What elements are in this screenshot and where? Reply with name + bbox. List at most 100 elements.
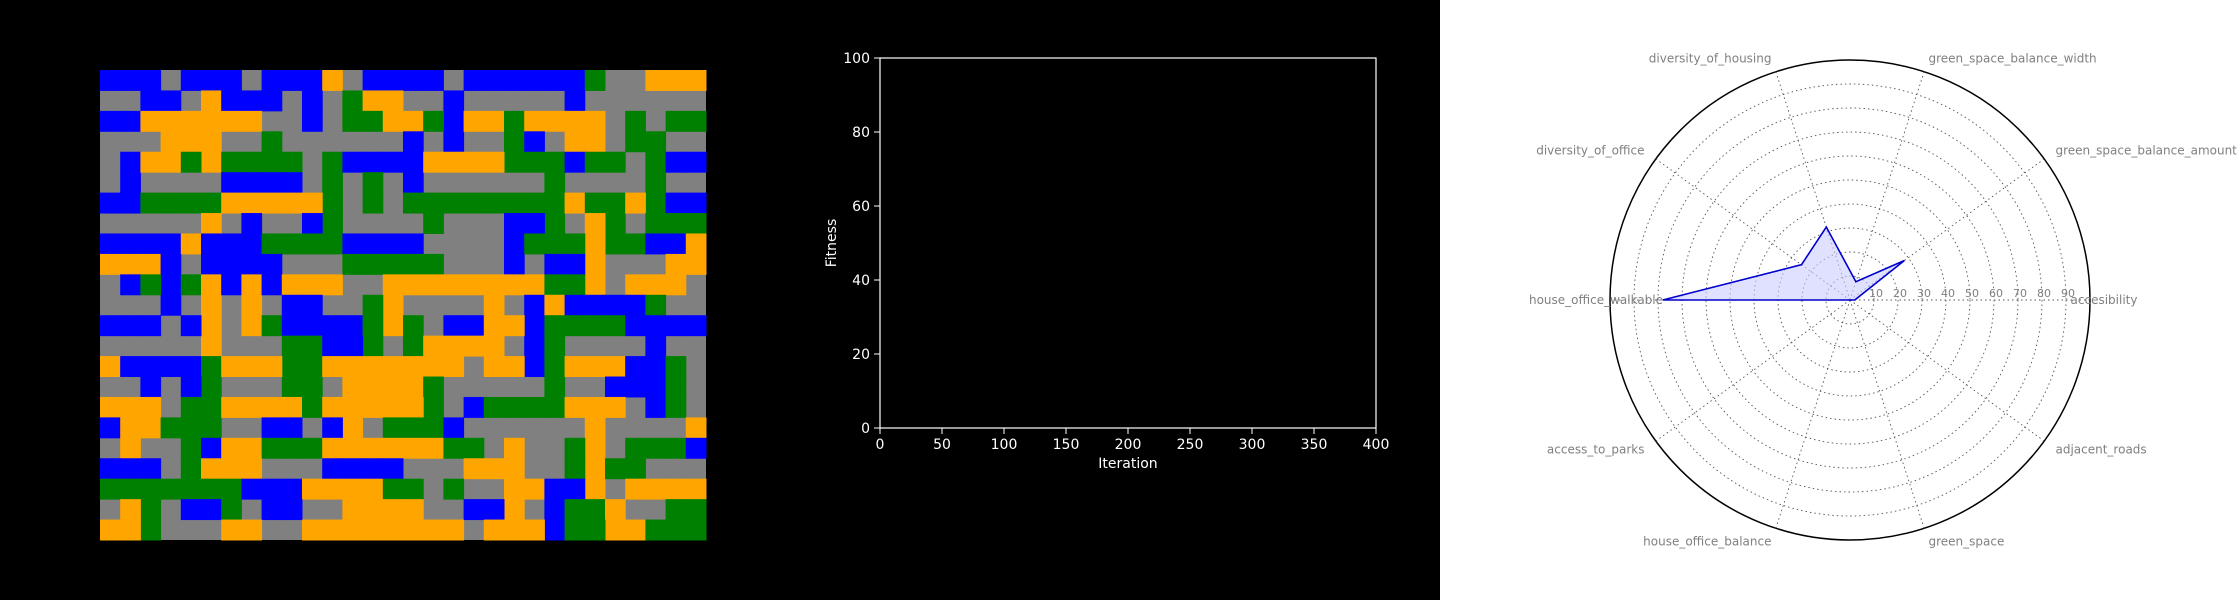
radar-r-tick-label: 60 xyxy=(1989,287,2003,300)
map-cell xyxy=(524,233,545,255)
map-cell xyxy=(382,458,404,480)
map-cell xyxy=(564,110,586,132)
map-cell xyxy=(645,376,667,398)
x-tick-label: 150 xyxy=(1053,437,1080,453)
map-cell xyxy=(261,90,283,112)
map-cell xyxy=(584,253,606,275)
map-cell xyxy=(584,294,606,316)
map-cell xyxy=(665,253,687,275)
map-cell xyxy=(302,519,323,541)
map-cell xyxy=(281,376,303,398)
map-cell xyxy=(443,110,465,132)
map-cell xyxy=(362,70,384,91)
map-cell xyxy=(544,110,566,132)
map-cell xyxy=(322,356,343,378)
map-cell xyxy=(362,90,384,112)
map-cell xyxy=(362,458,384,480)
map-cell xyxy=(524,478,545,500)
map-cell xyxy=(382,519,404,541)
map-cell xyxy=(403,335,424,357)
map-cell xyxy=(625,437,646,459)
map-cell xyxy=(140,396,162,418)
y-tick-label: 0 xyxy=(861,421,870,437)
radar-r-tick-label: 20 xyxy=(1893,287,1907,300)
map-cell xyxy=(665,213,687,234)
map-cell xyxy=(201,131,222,153)
map-cell xyxy=(544,499,566,521)
map-cell xyxy=(504,519,525,541)
map-cell xyxy=(685,478,707,500)
map-cell xyxy=(403,376,424,398)
map-cell xyxy=(322,192,343,214)
map-cell xyxy=(201,376,222,398)
map-cell xyxy=(564,396,586,418)
map-cell xyxy=(685,233,707,255)
radar-grid-ring xyxy=(1657,107,2043,493)
map-cell xyxy=(281,499,303,521)
map-cell xyxy=(645,131,667,153)
map-cell xyxy=(261,70,283,91)
map-cell xyxy=(504,315,525,337)
map-cell xyxy=(120,70,141,91)
map-cell xyxy=(362,499,384,521)
map-cell xyxy=(544,172,566,194)
map-cell xyxy=(403,253,424,275)
map-cell xyxy=(584,151,606,173)
map-cell xyxy=(140,274,162,296)
map-cell xyxy=(544,396,566,418)
map-cell xyxy=(221,437,242,459)
map-cell xyxy=(221,172,242,194)
map-cell xyxy=(140,519,162,541)
map-cell xyxy=(605,213,626,234)
map-cell xyxy=(100,253,121,275)
map-cell xyxy=(423,151,444,173)
map-cell xyxy=(281,172,303,194)
map-cell xyxy=(180,233,202,255)
map-cell xyxy=(362,294,384,316)
map-cell xyxy=(362,396,384,418)
map-cell xyxy=(221,192,242,214)
map-cell xyxy=(443,417,465,439)
map-cell xyxy=(685,437,707,459)
map-cell xyxy=(645,478,667,500)
map-cell xyxy=(625,131,646,153)
map-cell xyxy=(544,233,566,255)
map-cell xyxy=(665,499,687,521)
map-cell xyxy=(605,458,626,480)
map-cell xyxy=(605,499,626,521)
map-cell xyxy=(483,151,505,173)
map-cell xyxy=(423,417,444,439)
map-cell xyxy=(483,519,505,541)
map-cell xyxy=(241,478,263,500)
map-cell xyxy=(564,315,586,337)
map-cell xyxy=(685,417,707,439)
map-cell xyxy=(403,110,424,132)
map-cell xyxy=(625,376,646,398)
map-cell xyxy=(201,335,222,357)
map-cell xyxy=(261,315,283,337)
map-cell xyxy=(625,315,646,337)
fitness-line-chart: 0 50 100 150 200 250 300 350 400 0 20 40 60 80 100 Iter… xyxy=(824,51,1389,472)
map-cell xyxy=(342,458,364,480)
map-cell xyxy=(544,478,566,500)
radar-r-tick-label: 80 xyxy=(2037,287,2051,300)
map-cell xyxy=(403,172,424,194)
x-tick-label: 350 xyxy=(1301,437,1328,453)
map-cell xyxy=(645,233,667,255)
map-cell xyxy=(140,458,162,480)
map-cell xyxy=(463,499,485,521)
map-cell xyxy=(605,356,626,378)
map-cell xyxy=(625,458,646,480)
map-cell xyxy=(443,437,465,459)
map-cell xyxy=(100,233,121,255)
map-cell xyxy=(160,110,182,132)
y-tick-label: 100 xyxy=(843,51,870,67)
map-cell xyxy=(261,233,283,255)
map-cell xyxy=(322,437,343,459)
map-cell xyxy=(463,458,485,480)
map-cell xyxy=(180,110,202,132)
map-cell xyxy=(221,396,242,418)
map-cell xyxy=(625,478,646,500)
x-tick-label: 100 xyxy=(991,437,1018,453)
